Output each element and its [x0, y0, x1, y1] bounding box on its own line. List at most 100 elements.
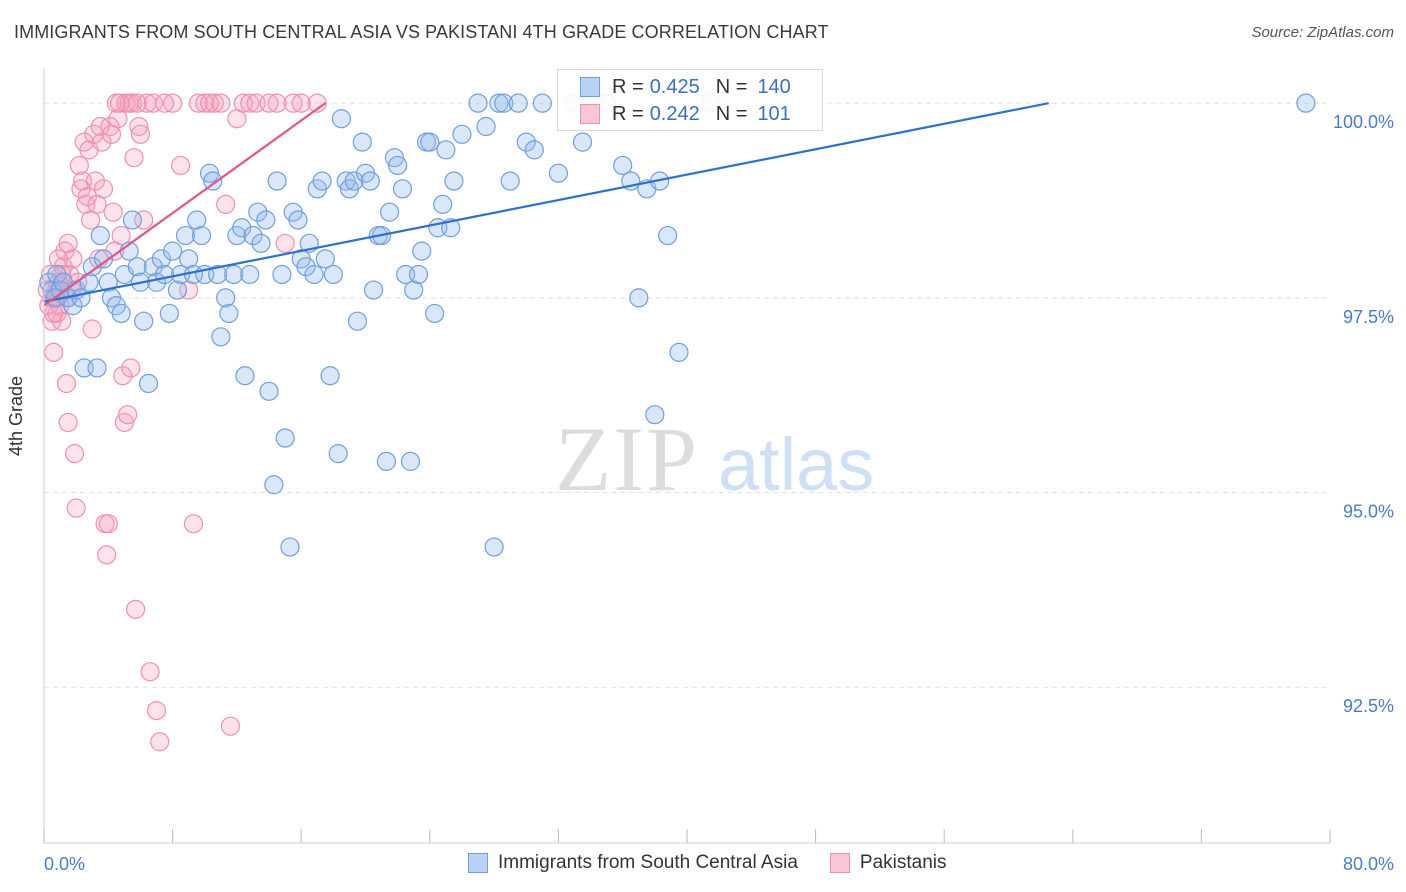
blue-point [425, 303, 445, 324]
blue-point [444, 171, 464, 191]
blue-point [219, 303, 239, 324]
pink-point [97, 545, 117, 565]
blue-point [360, 171, 380, 191]
blue-point [187, 210, 207, 230]
pink-point [93, 179, 114, 199]
blue-point [392, 179, 413, 199]
blue-point [240, 264, 260, 285]
south-central-asia-points [39, 93, 1316, 557]
series-legend: Immigrants from South Central Asia Pakis… [468, 852, 979, 874]
source-label: Source: ZipAtlas.com [1251, 24, 1394, 41]
pink-point [216, 194, 236, 214]
pakistanis-points [37, 93, 327, 752]
blue-point [179, 249, 199, 269]
blue-point [328, 444, 348, 464]
pink-point [259, 93, 279, 113]
pink-point [44, 342, 64, 362]
pink-point [275, 233, 295, 253]
blue-point [264, 475, 284, 495]
blue-point [312, 171, 332, 191]
watermark: ZIP atlas [555, 408, 874, 510]
pink-point [122, 93, 143, 113]
blue-point [315, 249, 335, 269]
blue-point [347, 311, 368, 331]
blue-point [494, 93, 514, 113]
blue-point [323, 264, 343, 285]
legend-r-value: 0.242 [649, 102, 700, 125]
blue-point [645, 405, 665, 425]
blue-point [87, 358, 107, 378]
pink-point [114, 412, 134, 433]
blue-point [613, 155, 633, 176]
y-tick-label: 97.5% [1343, 307, 1394, 327]
blue-point [151, 249, 171, 269]
pink-point [195, 93, 215, 113]
legend-row-blue: R = 0.425 N = 140 [580, 75, 791, 99]
pink-point [291, 93, 311, 113]
blue-point [420, 132, 440, 152]
blue-point [336, 171, 356, 191]
blue-point [47, 264, 67, 285]
pink-point [188, 93, 208, 113]
pink-point [117, 405, 138, 425]
pink-point [124, 148, 144, 168]
pink-point [140, 662, 160, 682]
watermark-atlas: atlas [718, 423, 874, 506]
pink-trend-line [43, 102, 326, 307]
pink-point [154, 93, 175, 113]
pink-point [56, 373, 77, 394]
blue-point [203, 171, 223, 191]
pink-point [199, 93, 220, 113]
blue-point [167, 280, 188, 300]
pink-point [63, 249, 83, 269]
blue-swatch-icon [468, 853, 488, 873]
tick-labels: 100.0% 97.5% 95.0% 92.5% 0.0% 80.0% [44, 112, 1394, 874]
pink-point [58, 233, 78, 253]
blue-point [380, 202, 400, 222]
blue-point [629, 288, 649, 308]
pink-point [76, 194, 96, 214]
axes [43, 68, 1331, 844]
blue-point [256, 210, 276, 230]
blue-point [384, 148, 405, 168]
blue-point [251, 233, 271, 253]
chart-title: IMMIGRANTS FROM SOUTH CENTRAL ASIA VS PA… [14, 22, 829, 42]
pink-point [134, 210, 154, 230]
blue-point [199, 163, 220, 183]
pink-point [48, 249, 69, 269]
legend-r-key: R = [612, 75, 644, 98]
blue-point [243, 225, 263, 246]
blue-point [216, 288, 236, 308]
y-tick-label: 92.5% [1343, 696, 1394, 716]
pink-point [64, 444, 85, 464]
correlation-legend: R = 0.425 N = 140 R = 0.242 N = 101 [557, 69, 823, 131]
blue-point [344, 171, 364, 191]
blue-point [143, 257, 163, 277]
blue-point [211, 327, 231, 347]
blue-point [163, 241, 183, 261]
blue-point [400, 451, 421, 471]
blue-point [98, 272, 118, 292]
blue-point [1296, 93, 1316, 113]
legend-n-value: 140 [757, 75, 791, 98]
blue-point [93, 249, 114, 269]
blue-point [516, 132, 536, 152]
blue-point [175, 225, 196, 246]
pink-point [283, 93, 303, 113]
pink-point [100, 116, 120, 137]
pink-point [204, 93, 224, 113]
blue-point [548, 163, 569, 183]
series-name: Pakistanis [859, 852, 947, 873]
pink-point [267, 93, 287, 113]
x-tick-label: 80.0% [1343, 854, 1394, 874]
pink-point [82, 319, 102, 339]
pink-point [143, 93, 163, 113]
y-tick-label: 95.0% [1343, 502, 1394, 522]
blue-point [524, 140, 544, 160]
blue-point [280, 537, 300, 557]
pink-point [77, 187, 98, 207]
pink-point [58, 412, 78, 433]
blue-point [235, 366, 255, 386]
pink-point [69, 155, 89, 176]
